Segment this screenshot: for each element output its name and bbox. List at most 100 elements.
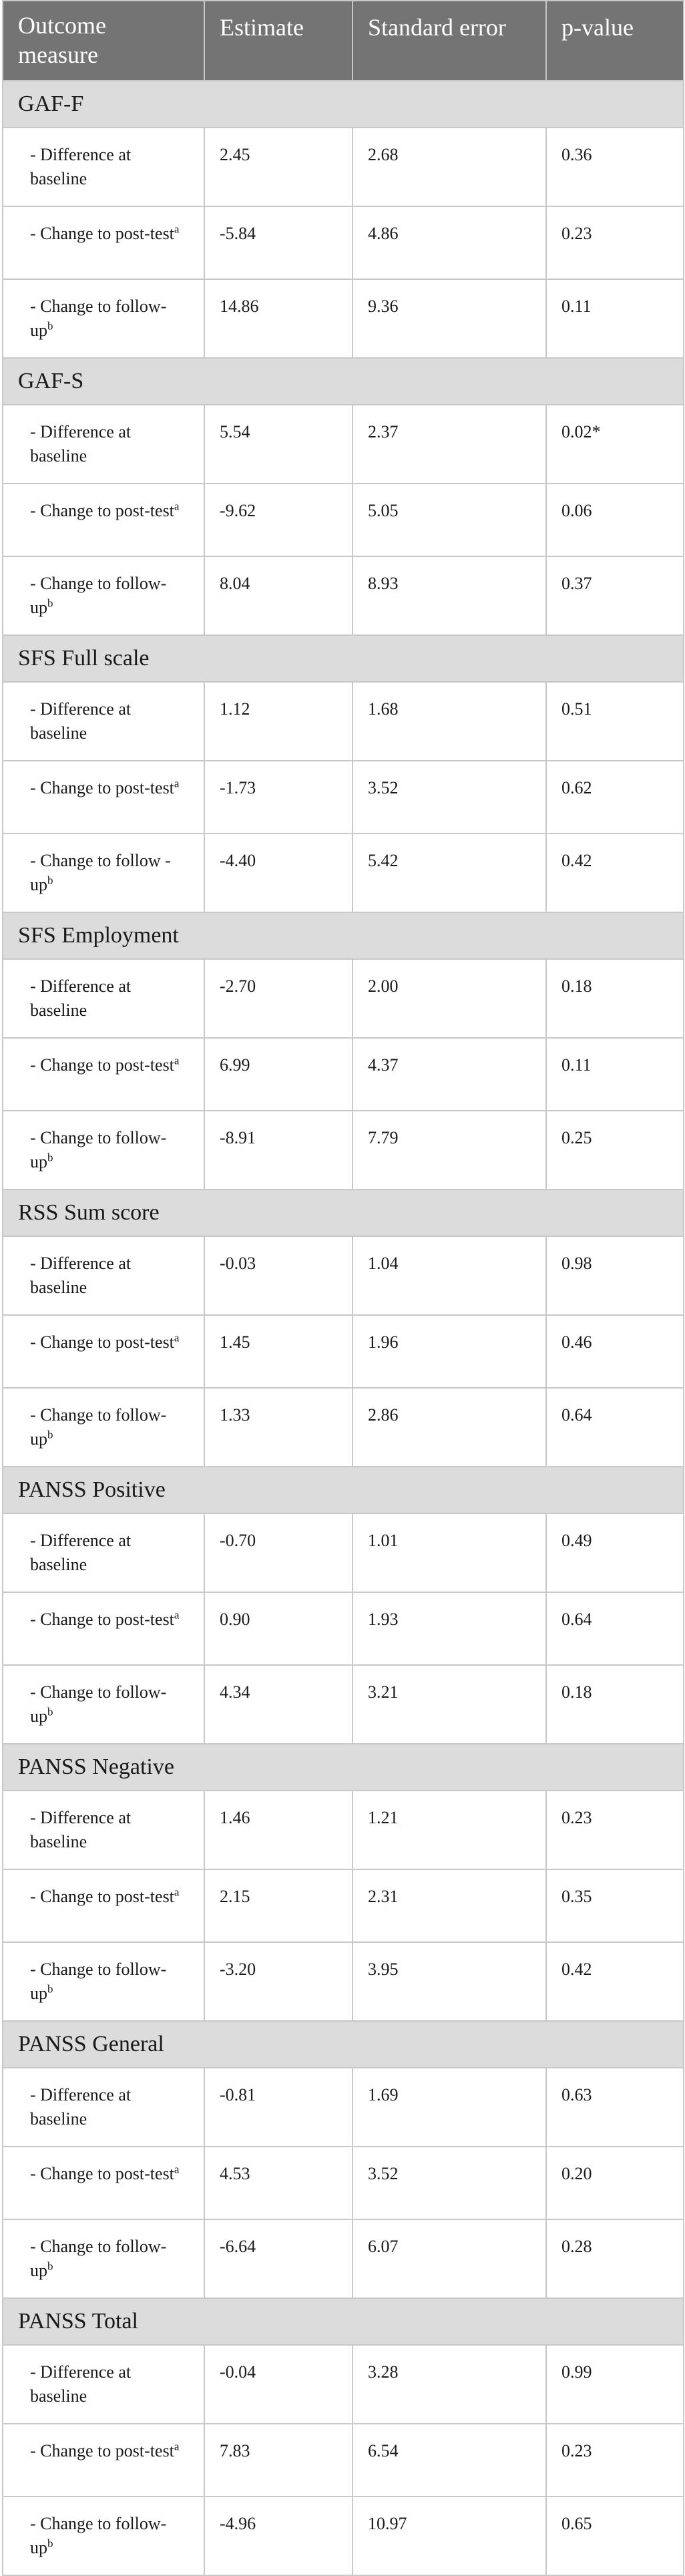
row-label-cell: - Difference at baseline (2, 958, 205, 1039)
table-row: - Change to follow-upb 14.86 9.36 0.11 (2, 279, 684, 359)
table-row: - Difference at baseline -0.03 1.04 0.98 (2, 1236, 684, 1316)
footnote-marker: b (47, 2537, 53, 2550)
estimate-cell: -0.03 (204, 1236, 353, 1316)
table-row: - Difference at baseline 5.54 2.37 0.02* (2, 404, 684, 484)
row-label: - Change to follow-up (30, 2514, 167, 2557)
table-row: - Difference at baseline 1.46 1.21 0.23 (2, 1790, 684, 1870)
p-value-cell: 0.35 (545, 1869, 684, 1943)
row-label: - Change to follow-up (30, 297, 167, 340)
footnote-marker: b (47, 874, 53, 887)
row-label: - Change to post-test (30, 501, 174, 520)
row-label: - Change to follow-up (30, 1405, 167, 1449)
row-label-cell: - Change to follow-upb (2, 1110, 205, 1190)
footnote-marker: a (174, 1885, 180, 1899)
estimate-cell: 8.04 (204, 556, 353, 636)
row-label-cell: - Difference at baseline (2, 127, 205, 207)
footnote-marker: b (47, 1705, 53, 1718)
estimate-cell: 7.83 (204, 2423, 353, 2497)
p-value-cell: 0.20 (545, 2146, 684, 2220)
row-label: - Change to follow-up (30, 1128, 167, 1171)
estimate-cell: -6.64 (204, 2219, 353, 2299)
estimate-cell: 14.86 (204, 279, 353, 359)
footnote-marker: b (47, 1151, 53, 1164)
row-label-cell: - Difference at baseline (2, 1790, 205, 1870)
estimate-cell: 5.54 (204, 404, 353, 484)
standard-error-cell: 2.68 (352, 127, 547, 207)
header-outcome-measure: Outcome measure (2, 0, 205, 81)
standard-error-cell: 3.28 (352, 2344, 547, 2424)
footnote-marker: a (174, 1608, 180, 1622)
header-p-value: p-value (545, 0, 684, 81)
row-label-cell: - Difference at baseline (2, 681, 205, 761)
row-label: - Change to follow -up (30, 851, 171, 894)
estimate-cell: -0.70 (204, 1513, 353, 1593)
row-label-cell: - Change to follow -upb (2, 833, 205, 913)
table-row: - Change to follow-upb -4.96 10.97 0.65 (2, 2496, 684, 2576)
section-row: PANSS Negative (2, 1743, 684, 1791)
estimate-cell: -3.20 (204, 1942, 353, 2022)
section-title: SFS Full scale (2, 634, 684, 683)
table-row: - Difference at baseline 1.12 1.68 0.51 (2, 681, 684, 761)
p-value-cell: 0.64 (545, 1387, 684, 1467)
p-value-cell: 0.42 (545, 833, 684, 913)
table-row: - Difference at baseline -0.70 1.01 0.49 (2, 1513, 684, 1593)
p-value-cell: 0.99 (545, 2344, 684, 2424)
row-label: - Change to post-test (30, 224, 174, 243)
standard-error-cell: 1.68 (352, 681, 547, 761)
p-value-cell: 0.23 (545, 2423, 684, 2497)
estimate-cell: 0.90 (204, 1592, 353, 1666)
estimate-cell: -0.04 (204, 2344, 353, 2424)
row-label: - Difference at baseline (30, 1254, 132, 1297)
estimate-cell: -8.91 (204, 1110, 353, 1190)
standard-error-cell: 3.52 (352, 2146, 547, 2220)
row-label: - Change to post-test (30, 1332, 174, 1352)
row-label-cell: - Difference at baseline (2, 2067, 205, 2147)
table-row: - Difference at baseline -0.04 3.28 0.99 (2, 2344, 684, 2424)
header-standard-error: Standard error (352, 0, 547, 81)
row-label-cell: - Change to post-testa (2, 1869, 205, 1943)
row-label: - Difference at baseline (30, 1531, 132, 1574)
estimate-cell: 2.45 (204, 127, 353, 207)
row-label-cell: - Difference at baseline (2, 1513, 205, 1593)
standard-error-cell: 1.96 (352, 1314, 547, 1389)
row-label: - Change to post-test (30, 2164, 174, 2183)
estimate-cell: 1.12 (204, 681, 353, 761)
footnote-marker: a (174, 2163, 180, 2176)
table-row: - Change to post-testa -5.84 4.86 0.23 (2, 206, 684, 280)
row-label: - Change to post-test (30, 2441, 174, 2460)
row-label: - Change to follow-up (30, 1960, 167, 2003)
estimate-cell: 4.34 (204, 1664, 353, 1744)
p-value-cell: 0.36 (545, 127, 684, 207)
row-label-cell: - Difference at baseline (2, 404, 205, 484)
section-row: GAF-S (2, 357, 684, 405)
section-row: PANSS General (2, 2020, 684, 2068)
p-value-cell: 0.49 (545, 1513, 684, 1593)
standard-error-cell: 2.00 (352, 958, 547, 1039)
row-label-cell: - Change to post-testa (2, 1314, 205, 1389)
table-row: - Change to post-testa 0.90 1.93 0.64 (2, 1592, 684, 1666)
table-row: - Change to post-testa 7.83 6.54 0.23 (2, 2423, 684, 2497)
p-value-cell: 0.65 (545, 2496, 684, 2576)
row-label: - Change to post-test (30, 778, 174, 797)
section-title: GAF-S (2, 357, 684, 405)
header-row: Outcome measure Estimate Standard error … (2, 0, 684, 81)
standard-error-cell: 2.31 (352, 1869, 547, 1943)
estimate-cell: 2.15 (204, 1869, 353, 1943)
table-row: - Change to follow-upb -8.91 7.79 0.25 (2, 1110, 684, 1190)
estimate-cell: 1.33 (204, 1387, 353, 1467)
estimate-cell: -5.84 (204, 206, 353, 280)
section-row: PANSS Positive (2, 1466, 684, 1514)
section-title: PANSS General (2, 2020, 684, 2068)
row-label-cell: - Change to follow-upb (2, 1387, 205, 1467)
estimate-cell: 6.99 (204, 1037, 353, 1111)
table-row: - Change to post-testa 6.99 4.37 0.11 (2, 1037, 684, 1111)
p-value-cell: 0.23 (545, 1790, 684, 1870)
standard-error-cell: 5.05 (352, 483, 547, 557)
estimate-cell: 1.45 (204, 1314, 353, 1389)
row-label: - Change to post-test (30, 1610, 174, 1629)
p-value-cell: 0.37 (545, 556, 684, 636)
footnote-marker: a (174, 2440, 180, 2453)
standard-error-cell: 1.69 (352, 2067, 547, 2147)
